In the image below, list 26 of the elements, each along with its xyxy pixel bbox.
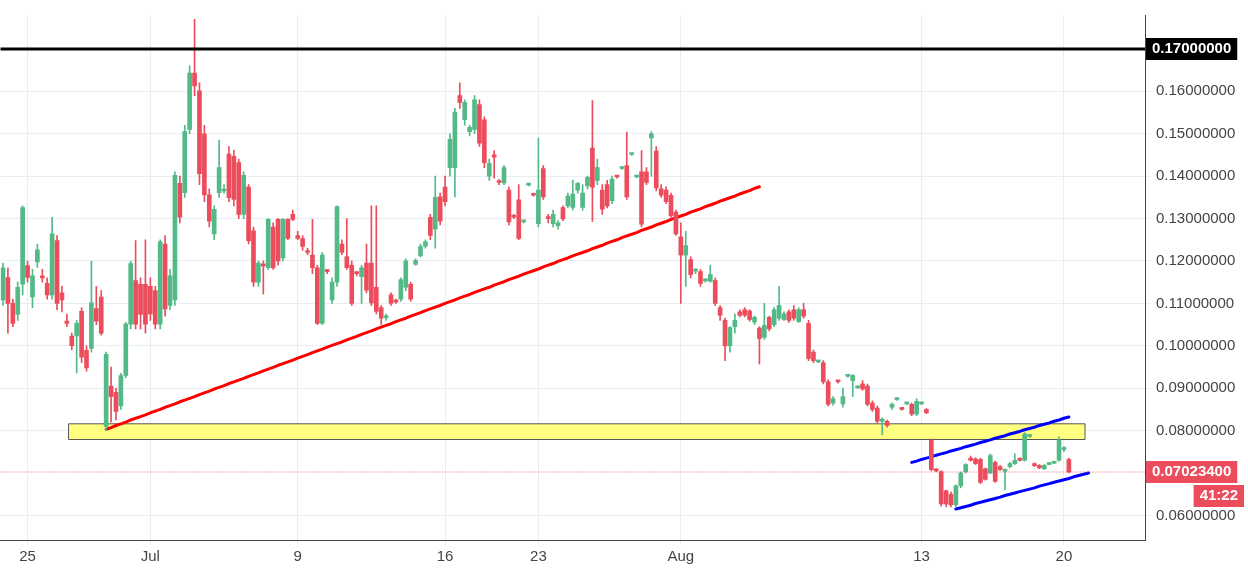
y-tick-label: 0.13000000 xyxy=(1156,208,1236,226)
y-tick-label: 0.06000000 xyxy=(1156,505,1236,523)
y-tick-label: 0.16000000 xyxy=(1156,81,1236,99)
candlestick xyxy=(74,320,80,374)
y-tick-label: 0.08000000 xyxy=(1156,420,1236,438)
y-tick-label: 0.15000000 xyxy=(1156,123,1236,141)
ref-line-label: 0.07023400 xyxy=(1152,462,1232,480)
candlestick xyxy=(39,269,45,283)
y-tick-label: 0.11000000 xyxy=(1156,293,1235,311)
ref-line-label: 0.17000000 xyxy=(1152,39,1232,57)
x-tick-label: 23 xyxy=(530,547,547,565)
text: 41:22 xyxy=(1199,486,1239,504)
x-tick-label: 13 xyxy=(913,547,930,565)
x-tick-label: 16 xyxy=(436,547,454,565)
y-tick-label: 0.09000000 xyxy=(1156,378,1236,396)
candlestick xyxy=(683,230,689,287)
x-tick-label: 20 xyxy=(1055,547,1073,565)
candlestick xyxy=(64,313,70,328)
x-tick-label: Jul xyxy=(140,547,160,565)
x-tick-label: 25 xyxy=(19,547,36,565)
candlestick xyxy=(879,417,885,436)
x-tick-label: 9 xyxy=(293,547,302,565)
y-tick-label: 0.12000000 xyxy=(1156,251,1236,269)
y-tick-label: 0.14000000 xyxy=(1156,166,1236,184)
y-tick-label: 0.10000000 xyxy=(1156,335,1236,353)
x-tick-label: Aug xyxy=(667,547,695,565)
